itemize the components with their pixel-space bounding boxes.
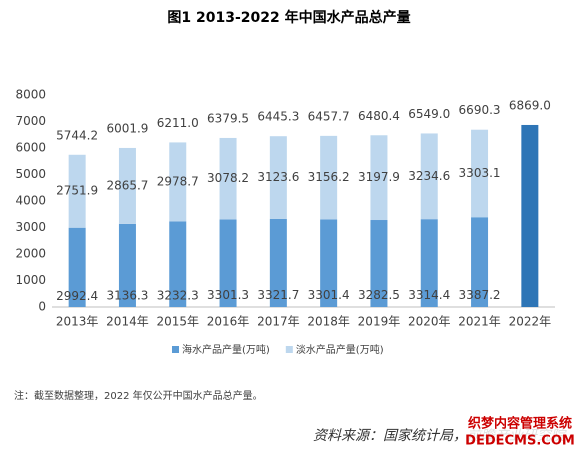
value-label: 2978.7 bbox=[157, 174, 199, 188]
x-tick-label: 2017年 bbox=[257, 315, 300, 329]
x-tick-label: 2022年 bbox=[509, 315, 552, 329]
x-tick-label: 2021年 bbox=[458, 315, 501, 329]
x-tick-label: 2018年 bbox=[307, 315, 350, 329]
bar bbox=[521, 124, 539, 307]
x-tick-label: 2013年 bbox=[56, 315, 99, 329]
value-label: 3234.6 bbox=[408, 169, 450, 183]
x-tick-label: 2015年 bbox=[156, 315, 199, 329]
total-label: 6869.0 bbox=[509, 98, 551, 112]
bar-segment bbox=[118, 147, 136, 224]
watermark-bg bbox=[462, 413, 578, 452]
x-tick-label: 2019年 bbox=[358, 315, 401, 329]
value-label: 3078.2 bbox=[207, 171, 249, 185]
y-tick-label: 3000 bbox=[15, 220, 46, 234]
bar-segment bbox=[219, 137, 237, 220]
value-label: 3321.7 bbox=[257, 288, 299, 302]
legend-swatch bbox=[172, 346, 179, 353]
legend-swatch bbox=[285, 346, 293, 353]
value-label: 2865.7 bbox=[106, 178, 148, 192]
y-tick-label: 6000 bbox=[15, 141, 46, 155]
total-label: 6211.0 bbox=[157, 116, 199, 130]
value-label: 3232.3 bbox=[157, 288, 199, 302]
total-label: 6001.9 bbox=[106, 121, 148, 135]
y-tick-label: 8000 bbox=[15, 88, 46, 102]
value-label: 3156.2 bbox=[308, 170, 350, 184]
y-tick-label: 1000 bbox=[15, 273, 46, 287]
bar-segment bbox=[68, 154, 86, 228]
bar-segment bbox=[471, 129, 489, 218]
value-label: 3197.9 bbox=[358, 170, 400, 184]
y-tick-label: 0 bbox=[38, 300, 46, 314]
watermark: DEDECMS.COM bbox=[465, 434, 575, 449]
bar-segment bbox=[320, 135, 338, 220]
total-label: 6480.4 bbox=[358, 109, 400, 123]
y-tick-label: 5000 bbox=[15, 167, 46, 181]
bar-segment bbox=[169, 221, 187, 307]
bar-segment bbox=[68, 227, 86, 307]
bar-segment bbox=[320, 219, 338, 307]
y-tick-label: 4000 bbox=[15, 194, 46, 208]
bar-segment bbox=[420, 133, 438, 220]
total-label: 6549.0 bbox=[408, 107, 450, 121]
bar-segment bbox=[370, 220, 388, 307]
bar-segment bbox=[420, 219, 438, 307]
value-label: 3303.1 bbox=[459, 166, 501, 180]
legend-label: 海水产品产量(万吨) bbox=[182, 343, 270, 356]
total-label: 6457.7 bbox=[308, 109, 350, 123]
value-label: 3314.4 bbox=[408, 288, 450, 302]
x-tick-label: 2020年 bbox=[408, 315, 451, 329]
y-tick-label: 2000 bbox=[15, 247, 46, 261]
chart-title: 图1 2013-2022 年中国水产品总产量 bbox=[167, 9, 410, 26]
total-label: 5744.2 bbox=[56, 128, 98, 142]
value-label: 3136.3 bbox=[106, 289, 148, 303]
bar-segment bbox=[169, 142, 187, 222]
bar-segment bbox=[471, 217, 489, 307]
total-label: 6690.3 bbox=[459, 103, 501, 117]
value-label: 2751.9 bbox=[56, 184, 98, 198]
x-tick-label: 2014年 bbox=[106, 315, 149, 329]
value-label: 3301.3 bbox=[207, 288, 249, 302]
bar-segment bbox=[269, 136, 287, 219]
total-label: 6445.3 bbox=[257, 110, 299, 124]
bar-segment bbox=[219, 219, 237, 307]
bar-segment bbox=[370, 135, 388, 221]
value-label: 2992.4 bbox=[56, 289, 98, 303]
watermark: 织梦内容管理系统 bbox=[468, 416, 572, 432]
total-label: 6379.5 bbox=[207, 111, 249, 125]
bar-segment bbox=[118, 223, 136, 307]
value-label: 3123.6 bbox=[257, 170, 299, 184]
value-label: 3282.5 bbox=[358, 288, 400, 302]
note: 注：截至数据整理，2022 年仅公开中国水产品总产量。 bbox=[14, 389, 263, 402]
legend-label: 淡水产品产量(万吨) bbox=[296, 343, 384, 356]
value-label: 3301.4 bbox=[308, 288, 350, 302]
bar-segment bbox=[269, 218, 287, 307]
y-tick-label: 7000 bbox=[15, 114, 46, 128]
x-tick-label: 2016年 bbox=[207, 315, 250, 329]
value-label: 3387.2 bbox=[459, 288, 501, 302]
